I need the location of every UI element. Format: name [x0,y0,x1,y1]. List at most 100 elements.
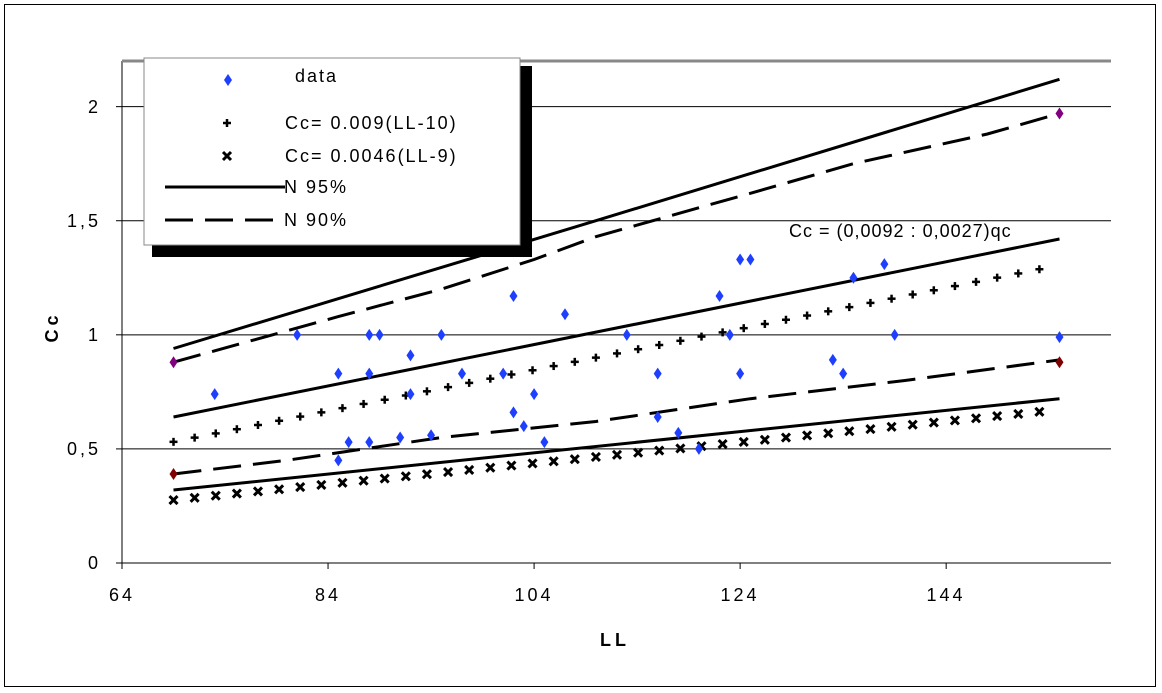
cross-point [865,423,876,435]
plus-point [634,345,643,354]
data-point [725,328,734,341]
cross-marker-b [189,492,200,503]
data-point [1055,356,1064,369]
plus-point [190,433,199,442]
data-point [653,410,662,423]
series-layer [168,77,1064,506]
plus-point [507,370,516,379]
cross-point [295,482,306,493]
plus-point [972,277,981,286]
cross-marker-b [485,462,496,473]
plus-point [338,404,347,413]
cross-marker-b [759,434,770,445]
cross-point [464,464,475,475]
cross-point [358,475,369,486]
n95-line [173,77,1060,350]
plus-point [591,353,600,362]
plus-point [275,416,284,425]
formula-annotation: Cc = (0,0092 : 0,0027)qc [789,221,1012,241]
cross-point [717,439,728,450]
plus-point [993,273,1002,282]
cross-marker-b [865,423,876,435]
data-point [849,271,858,284]
plus-point [613,349,622,358]
x-tick-label: 144 [926,585,965,605]
cross-marker-b [527,458,538,469]
cross-point [527,458,538,469]
data-point [365,367,374,380]
cross-marker-b [252,486,264,497]
cross-marker-b [379,473,390,484]
cross-marker-b [168,494,179,506]
legend-marker-plus [223,119,231,127]
cross-marker-b [844,426,855,437]
plus-point [887,294,896,303]
cross-point [633,447,644,458]
cross-point [210,490,221,501]
y-tick-label: 1 [88,325,101,345]
data-point [1055,107,1064,120]
data-point [509,290,518,303]
cross-marker-b [611,449,623,460]
cross-point [928,417,939,428]
x-tick-label: 124 [720,585,759,605]
y-tick-label: 0 [88,553,101,573]
cross-marker-b [590,451,601,463]
data-point [1055,331,1064,344]
cross-point [738,436,749,447]
plus-point [760,319,769,328]
data-point [530,388,539,401]
cross-marker-b [907,419,918,430]
plus-point [444,383,453,392]
cross-marker-b [274,484,285,495]
cross-marker-b [400,471,411,482]
data-point [375,328,384,341]
data-point [293,328,302,341]
cross-marker-b [886,421,897,432]
plus-point [296,412,305,421]
data-point [457,367,466,380]
plus-point [570,357,579,366]
data-point [406,349,415,362]
data-point [890,328,899,341]
cross-point [252,486,264,497]
data-point [169,468,178,481]
cross-marker-b [992,411,1003,422]
plus-point [697,332,706,341]
legend-label-data: data [295,66,338,86]
legend-marker-cross [221,150,233,162]
data-point [406,388,415,401]
legend-label-n95: N 95% [284,177,348,197]
data-point [519,420,528,433]
data-point [365,328,374,341]
data-point [674,426,683,439]
cross-point [189,492,200,503]
plus-point [845,303,854,312]
cross-marker-b [337,477,348,488]
cross-point [590,451,601,463]
cross-marker-b [295,482,306,493]
legend-markers [165,74,285,222]
plus-point [169,437,178,446]
cross-marker-b [421,469,433,480]
plus-point [676,336,685,345]
x-tick-label: 104 [514,585,553,605]
data-point [880,258,889,271]
cross-marker-b [780,432,792,443]
plus-point [824,307,833,316]
cross-point [168,494,179,506]
cross-point [379,473,390,484]
data-point [210,388,219,401]
data-point [746,253,755,266]
n90-line [173,358,1060,476]
plus-point [422,387,431,396]
cross-point [992,411,1003,422]
cross-point [886,421,897,432]
n95-line [173,237,1060,419]
cross-point [611,449,623,460]
cross-marker-b [928,417,939,428]
plus-point [929,286,938,295]
cross-point [844,426,855,437]
data-point [344,436,353,449]
data-point [509,406,518,419]
